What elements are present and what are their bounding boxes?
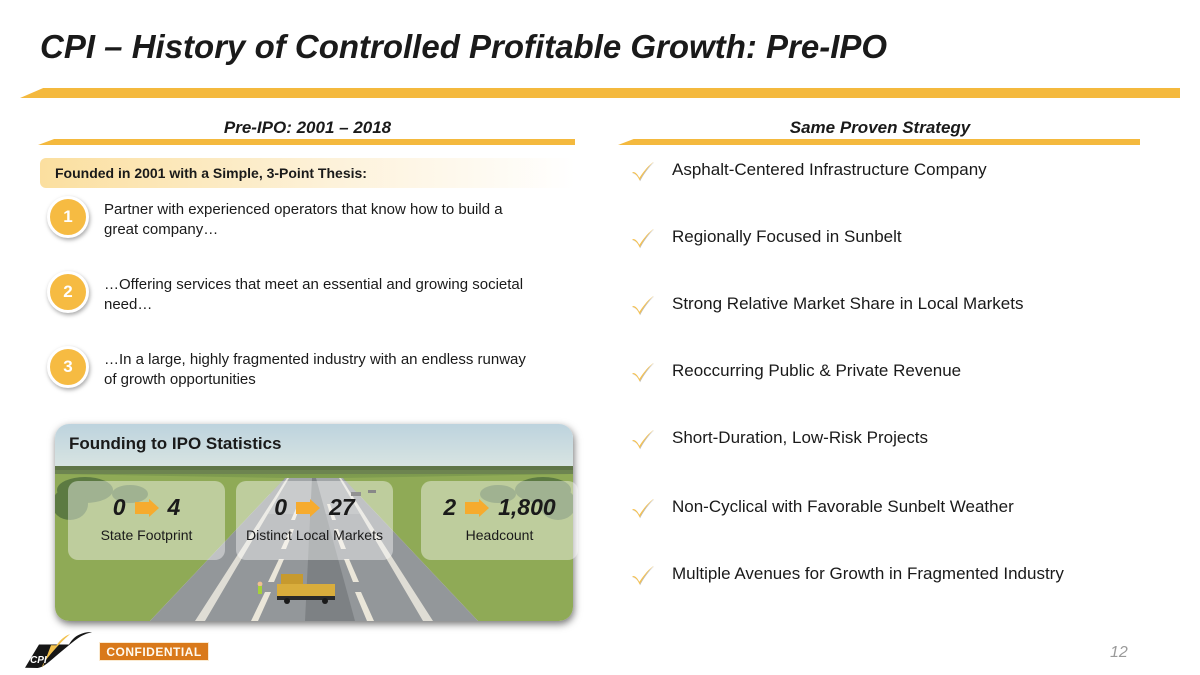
- svg-text:CPI: CPI: [30, 655, 47, 666]
